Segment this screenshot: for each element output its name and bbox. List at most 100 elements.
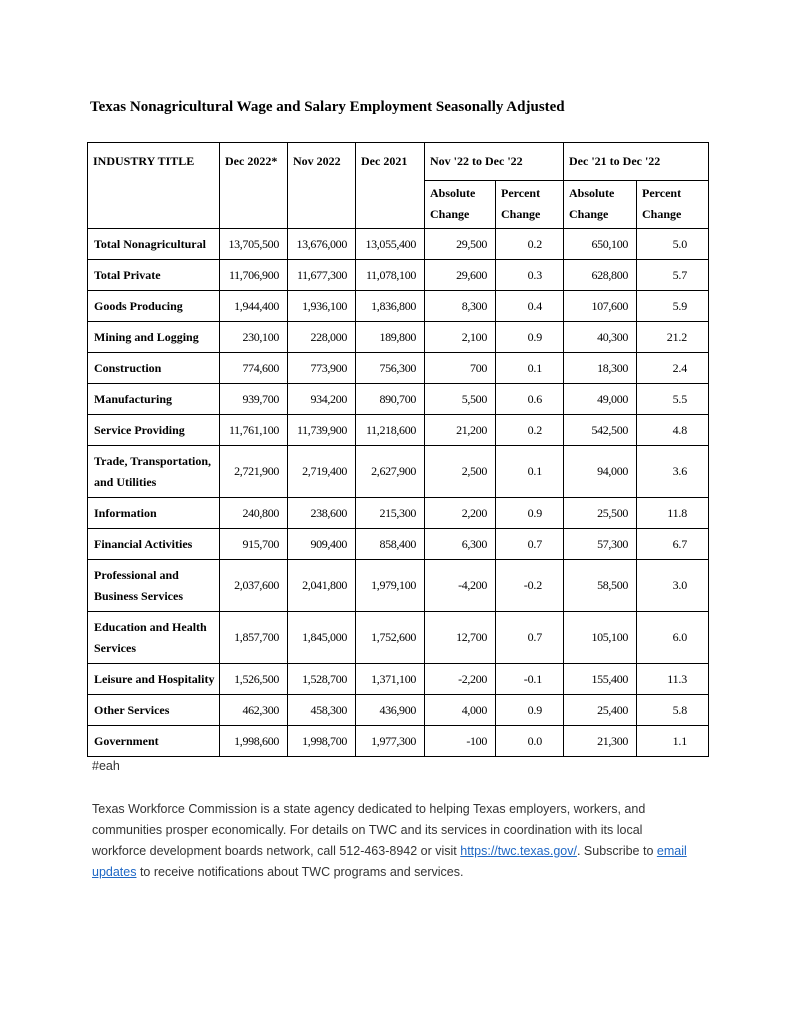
percent-change-nov-dec-cell: 0.9 bbox=[495, 321, 564, 353]
percent-change-nov-dec-cell: 0.2 bbox=[495, 414, 564, 446]
absolute-change-dec-dec-cell: 105,100 bbox=[563, 611, 637, 664]
absolute-change-nov-dec-cell: 29,500 bbox=[424, 228, 496, 260]
dec-2021-cell: 1,752,600 bbox=[355, 611, 425, 664]
percent-change-dec-dec-cell: 3.6 bbox=[636, 445, 709, 498]
table-row: Government 1,998,600 1,998,700 1,977,300 -10… bbox=[87, 725, 709, 757]
table-row: Leisure and Hospitality 1,526,500 1,528,70… bbox=[87, 663, 709, 695]
percent-change-nov-dec-cell: -0.2 bbox=[495, 559, 564, 612]
absolute-change-nov-dec-cell: 6,300 bbox=[424, 528, 496, 560]
dec-2021-cell: 756,300 bbox=[355, 352, 425, 384]
percent-change-dec-dec-cell: 5.9 bbox=[636, 290, 709, 322]
percent-change-nov-dec-cell: 0.0 bbox=[495, 725, 564, 757]
industry-cell: Trade, Transportation, and Utilities bbox=[87, 445, 220, 498]
dec-2021-cell: 858,400 bbox=[355, 528, 425, 560]
nov-2022-cell: 2,041,800 bbox=[287, 559, 356, 612]
nov-2022-cell: 773,900 bbox=[287, 352, 356, 384]
industry-cell: Construction bbox=[87, 352, 220, 384]
absolute-change-nov-dec-cell: 700 bbox=[424, 352, 496, 384]
dec-2022-cell: 1,998,600 bbox=[219, 725, 288, 757]
table-row: Trade, Transportation, and Utilities 2,72… bbox=[87, 445, 709, 498]
table-row: Information 240,800 238,600 215,300 2,200 0.9… bbox=[87, 497, 709, 529]
dec-2022-cell: 11,761,100 bbox=[219, 414, 288, 446]
industry-cell: Information bbox=[87, 497, 220, 529]
absolute-change-nov-dec-cell: 2,500 bbox=[424, 445, 496, 498]
percent-change-dec-dec-cell: 21.2 bbox=[636, 321, 709, 353]
page-title: Texas Nonagricultural Wage and Salary Em… bbox=[90, 99, 565, 115]
absolute-change-dec-dec-cell: 542,500 bbox=[563, 414, 637, 446]
industry-cell: Total Nonagricultural bbox=[87, 228, 220, 260]
industry-cell: Education and Health Services bbox=[87, 611, 220, 664]
percent-change-nov-dec-cell: 0.6 bbox=[495, 383, 564, 415]
table-header: INDUSTRY TITLE Dec 2022* Nov 2022 Dec 20… bbox=[87, 142, 709, 229]
dec-2022-cell: 240,800 bbox=[219, 497, 288, 529]
percent-change-nov-dec-cell: 0.4 bbox=[495, 290, 564, 322]
absolute-change-nov-dec-cell: 5,500 bbox=[424, 383, 496, 415]
absolute-change-dec-dec-cell: 25,400 bbox=[563, 694, 637, 726]
absolute-change-nov-dec-cell: 12,700 bbox=[424, 611, 496, 664]
percent-change-dec-dec-cell: 2.4 bbox=[636, 352, 709, 384]
dec-2022-cell: 2,037,600 bbox=[219, 559, 288, 612]
email-updates-link[interactable]: email updates bbox=[92, 844, 687, 879]
absolute-change-nov-dec-cell: -100 bbox=[424, 725, 496, 757]
absolute-change-nov-dec-cell: 29,600 bbox=[424, 259, 496, 291]
table-row: Mining and Logging 230,100 228,000 189,800 2… bbox=[87, 321, 709, 353]
percent-change-nov-dec-cell: 0.7 bbox=[495, 528, 564, 560]
industry-cell: Total Private bbox=[87, 259, 220, 291]
dec-2021-cell: 2,627,900 bbox=[355, 445, 425, 498]
dec-2022-cell: 1,857,700 bbox=[219, 611, 288, 664]
header-group-dec21-dec22: Dec '21 to Dec '22 bbox=[563, 142, 709, 181]
dec-2021-cell: 890,700 bbox=[355, 383, 425, 415]
percent-change-nov-dec-cell: 0.1 bbox=[495, 352, 564, 384]
dec-2021-cell: 1,977,300 bbox=[355, 725, 425, 757]
twc-website-link[interactable]: https://twc.texas.gov/ bbox=[460, 844, 577, 858]
absolute-change-nov-dec-cell: 8,300 bbox=[424, 290, 496, 322]
absolute-change-dec-dec-cell: 40,300 bbox=[563, 321, 637, 353]
percent-change-dec-dec-cell: 11.8 bbox=[636, 497, 709, 529]
dec-2021-cell: 215,300 bbox=[355, 497, 425, 529]
dec-2021-cell: 1,836,800 bbox=[355, 290, 425, 322]
percent-change-nov-dec-cell: 0.2 bbox=[495, 228, 564, 260]
absolute-change-nov-dec-cell: 4,000 bbox=[424, 694, 496, 726]
nov-2022-cell: 909,400 bbox=[287, 528, 356, 560]
dec-2021-cell: 189,800 bbox=[355, 321, 425, 353]
percent-change-dec-dec-cell: 3.0 bbox=[636, 559, 709, 612]
absolute-change-dec-dec-cell: 18,300 bbox=[563, 352, 637, 384]
nov-2022-cell: 1,528,700 bbox=[287, 663, 356, 695]
header-row-subcolumns: Absolute Change Percent Change Absolute … bbox=[88, 180, 709, 229]
footer-text: . Subscribe to bbox=[576, 844, 657, 858]
absolute-change-dec-dec-cell: 155,400 bbox=[563, 663, 637, 695]
absolute-change-dec-dec-cell: 57,300 bbox=[563, 528, 637, 560]
dec-2022-cell: 915,700 bbox=[219, 528, 288, 560]
percent-change-dec-dec-cell: 6.0 bbox=[636, 611, 709, 664]
header-percent-change-1: Percent Change bbox=[495, 180, 564, 229]
absolute-change-dec-dec-cell: 58,500 bbox=[563, 559, 637, 612]
nov-2022-cell: 11,677,300 bbox=[287, 259, 356, 291]
absolute-change-dec-dec-cell: 107,600 bbox=[563, 290, 637, 322]
header-group-nov22-dec22: Nov '22 to Dec '22 bbox=[424, 142, 564, 181]
percent-change-dec-dec-cell: 5.0 bbox=[636, 228, 709, 260]
table-row: Total Nonagricultural 13,705,500 13,676,00… bbox=[87, 228, 709, 260]
table-row: Other Services 462,300 458,300 436,900 4,000… bbox=[87, 694, 709, 726]
industry-cell: Government bbox=[87, 725, 220, 757]
dec-2021-cell: 11,078,100 bbox=[355, 259, 425, 291]
nov-2022-cell: 11,739,900 bbox=[287, 414, 356, 446]
absolute-change-dec-dec-cell: 94,000 bbox=[563, 445, 637, 498]
percent-change-nov-dec-cell: 0.9 bbox=[495, 694, 564, 726]
table-row: Service Providing 11,761,100 11,739,900 11,… bbox=[87, 414, 709, 446]
industry-cell: Goods Producing bbox=[87, 290, 220, 322]
dec-2022-cell: 13,705,500 bbox=[219, 228, 288, 260]
footer-text: Texas Workforce Commission is a state ag… bbox=[92, 802, 646, 858]
dec-2021-cell: 436,900 bbox=[355, 694, 425, 726]
industry-cell: Other Services bbox=[87, 694, 220, 726]
percent-change-dec-dec-cell: 5.5 bbox=[636, 383, 709, 415]
nov-2022-cell: 1,936,100 bbox=[287, 290, 356, 322]
industry-cell: Financial Activities bbox=[87, 528, 220, 560]
header-absolute-change-2: Absolute Change bbox=[563, 180, 637, 229]
header-industry-title: INDUSTRY TITLE bbox=[87, 142, 220, 229]
industry-cell: Service Providing bbox=[87, 414, 220, 446]
dec-2022-cell: 2,721,900 bbox=[219, 445, 288, 498]
footer-paragraph: Texas Workforce Commission is a state ag… bbox=[92, 799, 700, 883]
employment-table: INDUSTRY TITLE Dec 2022* Nov 2022 Dec 20… bbox=[87, 142, 709, 757]
table-row: Goods Producing 1,944,400 1,936,100 1,836,8… bbox=[87, 290, 709, 322]
